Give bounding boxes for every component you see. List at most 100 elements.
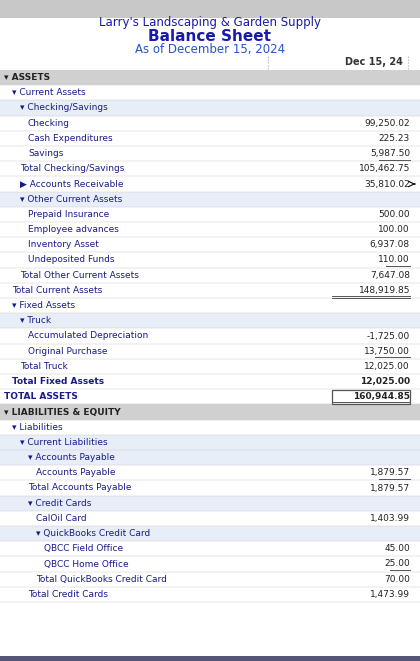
Bar	[0, 541, 420, 557]
Bar	[0, 131, 420, 146]
Text: 105,462.75: 105,462.75	[359, 165, 410, 173]
Text: 225.23: 225.23	[379, 134, 410, 143]
Bar	[0, 656, 420, 661]
Text: Accounts Payable: Accounts Payable	[36, 468, 116, 477]
Bar	[0, 313, 420, 329]
Text: Cash Expenditures: Cash Expenditures	[28, 134, 113, 143]
Text: 1,879.57: 1,879.57	[370, 468, 410, 477]
Text: ▶ Accounts Receivable: ▶ Accounts Receivable	[20, 180, 123, 188]
Text: Employee advances: Employee advances	[28, 225, 119, 234]
Bar	[0, 298, 420, 313]
Bar	[0, 557, 420, 572]
Text: Inventory Asset: Inventory Asset	[28, 241, 99, 249]
Text: 70.00: 70.00	[384, 574, 410, 584]
Text: 148,919.85: 148,919.85	[359, 286, 410, 295]
Bar	[0, 435, 420, 450]
Text: ▾ Fixed Assets: ▾ Fixed Assets	[12, 301, 75, 310]
Text: 100.00: 100.00	[378, 225, 410, 234]
Bar	[0, 85, 420, 100]
Bar	[0, 0, 420, 18]
Bar	[0, 465, 420, 481]
Bar	[0, 268, 420, 283]
Text: Checking: Checking	[28, 119, 70, 128]
Bar	[0, 405, 420, 420]
Text: 99,250.02: 99,250.02	[365, 119, 410, 128]
Bar	[0, 55, 420, 69]
Text: ▾ Liabilities: ▾ Liabilities	[12, 422, 63, 432]
Bar	[0, 176, 420, 192]
Text: 12,025.00: 12,025.00	[360, 377, 410, 386]
Text: -1,725.00: -1,725.00	[367, 332, 410, 340]
Text: ▾ Current Liabilities: ▾ Current Liabilities	[20, 438, 108, 447]
Text: QBCC Field Office: QBCC Field Office	[44, 544, 123, 553]
Bar	[0, 146, 420, 161]
Text: Total QuickBooks Credit Card: Total QuickBooks Credit Card	[36, 574, 167, 584]
Text: ▾ ASSETS: ▾ ASSETS	[4, 73, 50, 82]
Bar	[0, 116, 420, 131]
Text: 13,750.00: 13,750.00	[364, 347, 410, 356]
Bar	[0, 70, 420, 85]
Text: ▾ Other Current Assets: ▾ Other Current Assets	[20, 195, 122, 204]
Bar	[0, 450, 420, 465]
Text: 7,647.08: 7,647.08	[370, 271, 410, 280]
Bar	[332, 390, 410, 404]
Bar	[0, 161, 420, 176]
Text: ▾ Accounts Payable: ▾ Accounts Payable	[28, 453, 115, 462]
Bar	[0, 572, 420, 587]
Bar	[0, 344, 420, 359]
Bar	[0, 237, 420, 253]
Bar	[0, 192, 420, 207]
Text: Total Fixed Assets: Total Fixed Assets	[12, 377, 104, 386]
Bar	[0, 207, 420, 222]
Text: ▾ Truck: ▾ Truck	[20, 317, 51, 325]
Text: Original Purchase: Original Purchase	[28, 347, 108, 356]
Text: 1,403.99: 1,403.99	[370, 514, 410, 523]
Bar	[0, 100, 420, 116]
Text: CalOil Card: CalOil Card	[36, 514, 87, 523]
Bar	[0, 283, 420, 298]
Bar	[0, 329, 420, 344]
Text: 1,473.99: 1,473.99	[370, 590, 410, 599]
Text: Dec 15, 24: Dec 15, 24	[345, 57, 403, 67]
Bar	[0, 374, 420, 389]
Text: Undeposited Funds: Undeposited Funds	[28, 256, 115, 264]
Text: Balance Sheet: Balance Sheet	[149, 29, 271, 44]
Text: 35,810.02: 35,810.02	[364, 180, 410, 188]
Text: 1,879.57: 1,879.57	[370, 483, 410, 492]
Text: 6,937.08: 6,937.08	[370, 241, 410, 249]
Bar	[0, 359, 420, 374]
Text: Prepaid Insurance: Prepaid Insurance	[28, 210, 109, 219]
Text: 110.00: 110.00	[378, 256, 410, 264]
Text: 45.00: 45.00	[384, 544, 410, 553]
Bar	[0, 222, 420, 237]
Bar	[0, 526, 420, 541]
Text: Total Other Current Assets: Total Other Current Assets	[20, 271, 139, 280]
Bar	[0, 253, 420, 268]
Text: Total Accounts Payable: Total Accounts Payable	[28, 483, 131, 492]
Text: ▾ QuickBooks Credit Card: ▾ QuickBooks Credit Card	[36, 529, 150, 538]
Text: 12,025.00: 12,025.00	[365, 362, 410, 371]
Bar	[0, 481, 420, 496]
Text: Total Current Assets: Total Current Assets	[12, 286, 102, 295]
Bar	[0, 496, 420, 511]
Text: 5,987.50: 5,987.50	[370, 149, 410, 158]
Text: ▾ Current Assets: ▾ Current Assets	[12, 89, 86, 97]
Text: Savings: Savings	[28, 149, 63, 158]
Text: ▾ LIABILITIES & EQUITY: ▾ LIABILITIES & EQUITY	[4, 407, 121, 416]
Text: Total Truck: Total Truck	[20, 362, 68, 371]
Text: Total Credit Cards: Total Credit Cards	[28, 590, 108, 599]
Text: TOTAL ASSETS: TOTAL ASSETS	[4, 392, 78, 401]
Text: Total Checking/Savings: Total Checking/Savings	[20, 165, 124, 173]
Bar	[0, 420, 420, 435]
Text: QBCC Home Office: QBCC Home Office	[44, 559, 129, 568]
Bar	[0, 587, 420, 602]
Text: 160,944.85: 160,944.85	[353, 392, 410, 401]
Text: ▾ Credit Cards: ▾ Credit Cards	[28, 498, 92, 508]
Text: As of December 15, 2024: As of December 15, 2024	[135, 43, 285, 56]
Text: 25.00: 25.00	[384, 559, 410, 568]
Text: 500.00: 500.00	[378, 210, 410, 219]
Text: Accumulated Depreciation: Accumulated Depreciation	[28, 332, 148, 340]
Text: Larry's Landscaping & Garden Supply: Larry's Landscaping & Garden Supply	[99, 16, 321, 29]
Bar	[0, 511, 420, 526]
Text: ▾ Checking/Savings: ▾ Checking/Savings	[20, 104, 108, 112]
